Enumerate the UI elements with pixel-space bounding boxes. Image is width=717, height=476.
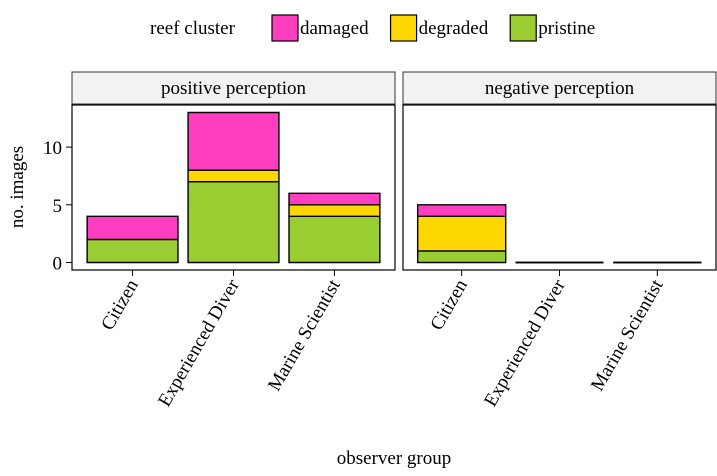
bar-segment [288, 204, 381, 218]
bar-segment [187, 111, 280, 171]
x-tick-label: Marine Scientist [587, 275, 668, 394]
x-tick-label: Experienced Diver [480, 275, 570, 410]
legend-swatch [271, 14, 299, 42]
x-tick-label: Citizen [426, 276, 472, 334]
facet-title: positive perception [161, 78, 307, 99]
facet-strip [71, 71, 396, 105]
bar-segment [416, 204, 507, 218]
bar-segment [288, 192, 381, 206]
facet-title: negative perception [485, 78, 635, 99]
bar-segment [187, 169, 280, 183]
bar-segment [86, 215, 179, 241]
x-tick-label: Marine Scientist [264, 275, 345, 394]
legend-swatch [509, 14, 537, 42]
x-axis-title: observer group [337, 448, 452, 469]
x-tick-label: Experienced Diver [154, 275, 244, 410]
y-tick-label: 5 [53, 196, 63, 217]
x-tick-label: Citizen [97, 276, 143, 334]
y-tick-label: 10 [43, 138, 62, 159]
legend-label: damaged [300, 18, 369, 39]
y-tick-label: 0 [53, 254, 63, 275]
legend-swatch [389, 14, 418, 42]
bar-segment [288, 215, 381, 264]
bar-segment [187, 181, 280, 264]
legend-label: pristine [538, 18, 595, 39]
y-axis-title: no. images [7, 146, 28, 228]
facet-strip [402, 71, 717, 105]
bar-segment [86, 238, 179, 264]
legend-title: reef cluster [150, 18, 236, 39]
bar-segment [416, 215, 507, 252]
legend-label: degraded [419, 18, 489, 39]
bar-segment [416, 250, 507, 264]
